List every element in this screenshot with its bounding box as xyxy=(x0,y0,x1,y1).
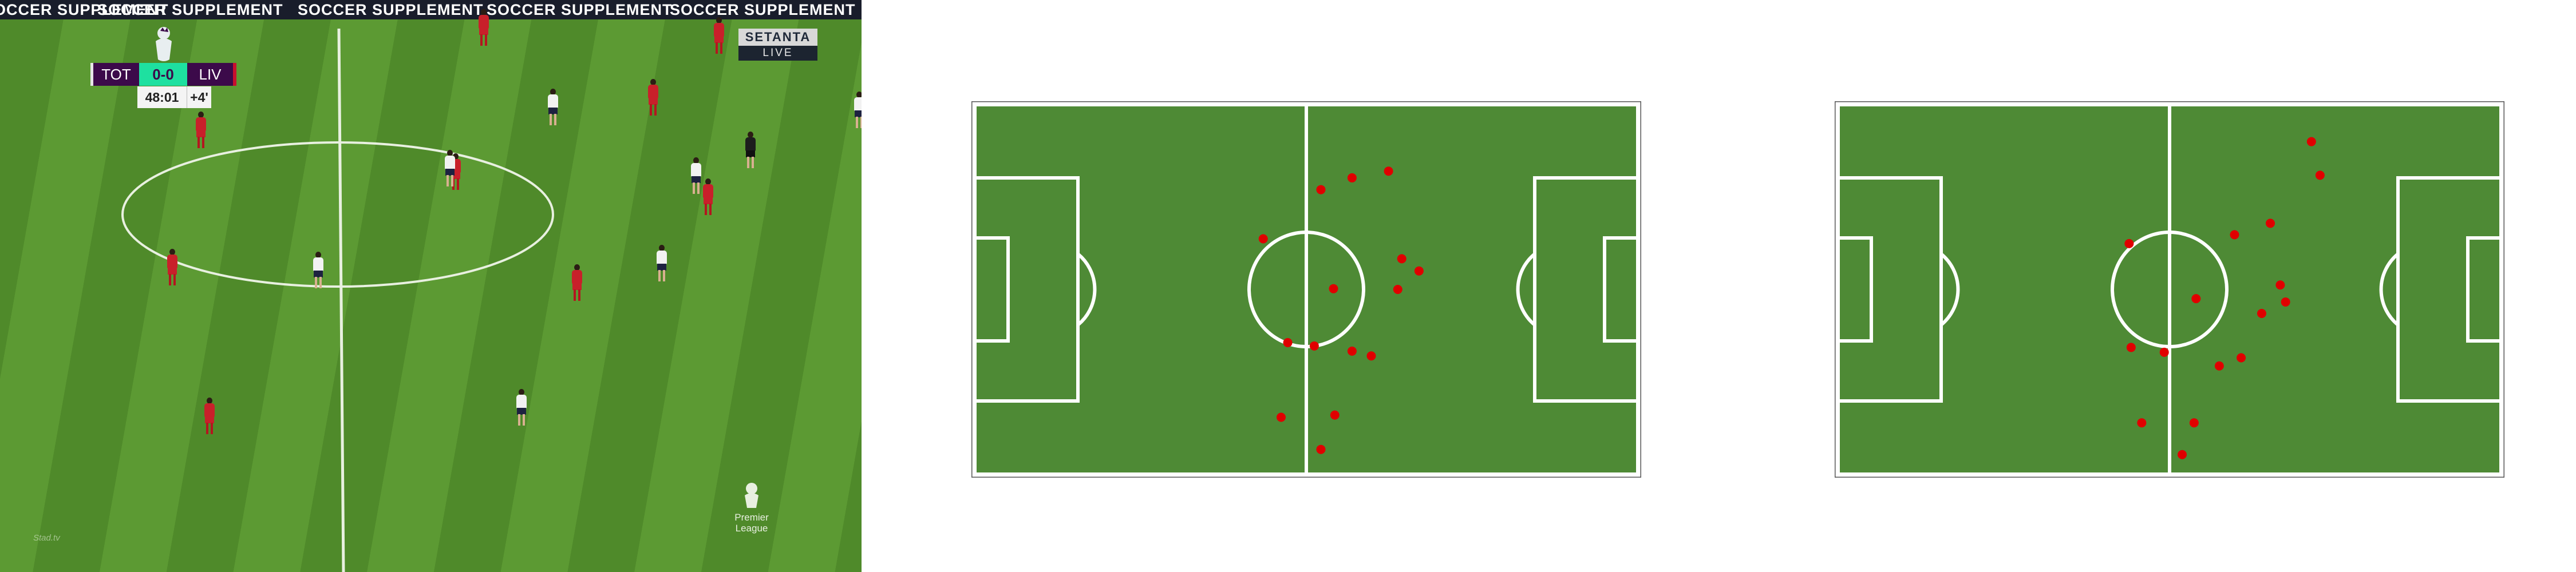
player-tottenham xyxy=(515,389,528,427)
player-dot xyxy=(1347,346,1357,356)
player-tottenham xyxy=(312,252,325,289)
penalty-arc-right xyxy=(1516,252,1536,327)
player-dot xyxy=(1384,166,1393,176)
player-dot xyxy=(2230,230,2239,240)
pitch-lines xyxy=(121,28,554,572)
player-tottenham xyxy=(853,92,862,129)
match-clock: 48:01 +4' xyxy=(137,86,211,108)
clock-time: 48:01 xyxy=(137,86,187,108)
scoreboard: TOT 0-0 LIV xyxy=(90,63,236,86)
player-dot xyxy=(2191,294,2201,304)
player-dot xyxy=(1414,266,1424,276)
centre-circle xyxy=(2111,231,2229,348)
player-dot xyxy=(2315,170,2325,180)
player-tottenham xyxy=(690,157,702,195)
ad-board-text: SOCCER SUPPLEMENT xyxy=(487,1,673,18)
player-dot xyxy=(1258,234,1268,244)
pitch-diagram xyxy=(971,101,1641,478)
player-dot xyxy=(1393,285,1402,294)
player-dot xyxy=(2237,353,2246,363)
player-dot xyxy=(2257,308,2266,318)
player-dot xyxy=(1316,185,1326,194)
goal-area-left xyxy=(1836,236,1873,343)
player-dot xyxy=(2137,418,2147,428)
player-dot xyxy=(1316,444,1326,454)
player-dot xyxy=(1283,338,1293,348)
tactical-map-1 xyxy=(971,101,1641,478)
goal-area-right xyxy=(1603,236,1639,343)
player-dot xyxy=(1397,254,1406,264)
player-dot xyxy=(2214,361,2224,371)
ad-board-text: SOCCER SUPPLEMENT xyxy=(670,1,856,18)
pitch-diagram xyxy=(1835,101,2504,478)
penalty-arc-left xyxy=(1940,252,1960,327)
penalty-arc-right xyxy=(2379,252,2399,327)
score-label: 0-0 xyxy=(139,63,187,86)
player-dot xyxy=(1276,412,1286,422)
player-tottenham xyxy=(547,89,559,126)
player-dot xyxy=(2178,450,2187,459)
live-indicator: LIVE xyxy=(738,46,817,61)
player-dot xyxy=(1330,410,1340,420)
tactical-map-2 xyxy=(1835,101,2504,478)
player-dot xyxy=(2189,418,2199,428)
away-team-label: LIV xyxy=(187,63,236,86)
centre-circle xyxy=(1247,231,1365,348)
premier-league-lion-icon xyxy=(156,27,172,61)
player-dot xyxy=(1309,341,1319,351)
player-dot xyxy=(1329,284,1338,293)
ad-board-text: SOCCER SUPPLEMENT xyxy=(0,1,169,18)
player-dot xyxy=(2159,347,2169,357)
player-tottenham xyxy=(655,245,668,283)
ad-board-text: SOCCER SUPPLEMENT xyxy=(97,1,283,18)
premier-league-lion-icon xyxy=(745,483,758,508)
premier-league-logo: Premier League xyxy=(726,482,777,534)
player-dot xyxy=(2306,137,2316,146)
player-liverpool xyxy=(713,17,725,55)
added-time: +4' xyxy=(187,86,211,108)
goal-area-left xyxy=(973,236,1010,343)
penalty-arc-left xyxy=(1077,252,1097,327)
player-liverpool xyxy=(477,9,490,47)
ad-board-text: SOCCER SUPPLEMENT xyxy=(298,1,484,18)
player-liverpool xyxy=(203,398,216,435)
player-liverpool xyxy=(647,79,659,117)
premier-league-text: Premier League xyxy=(734,512,769,534)
player-liverpool xyxy=(702,178,714,216)
watermark: Stad.tv xyxy=(33,533,60,543)
player-dot xyxy=(2124,239,2134,248)
player-dot xyxy=(2126,343,2136,352)
home-team-label: TOT xyxy=(90,63,139,86)
player-dot xyxy=(2275,280,2285,290)
goal-area-right xyxy=(2466,236,2503,343)
player-dot xyxy=(1347,173,1357,182)
broadcast-frame: SOCCER SUPPLEMENT SOCCER SUPPLEMENT SOCC… xyxy=(0,0,862,572)
player-dot xyxy=(2281,297,2290,307)
player-liverpool xyxy=(166,249,179,287)
referee xyxy=(744,132,757,169)
ad-board: SOCCER SUPPLEMENT SOCCER SUPPLEMENT SOCC… xyxy=(0,0,862,19)
channel-name: SETANTA xyxy=(738,29,817,46)
player-liverpool xyxy=(571,264,583,302)
player-tottenham xyxy=(444,150,456,188)
player-dot xyxy=(1366,351,1376,361)
player-dot xyxy=(2266,219,2275,228)
channel-bug: SETANTA LIVE xyxy=(738,29,817,61)
player-liverpool xyxy=(195,112,207,149)
